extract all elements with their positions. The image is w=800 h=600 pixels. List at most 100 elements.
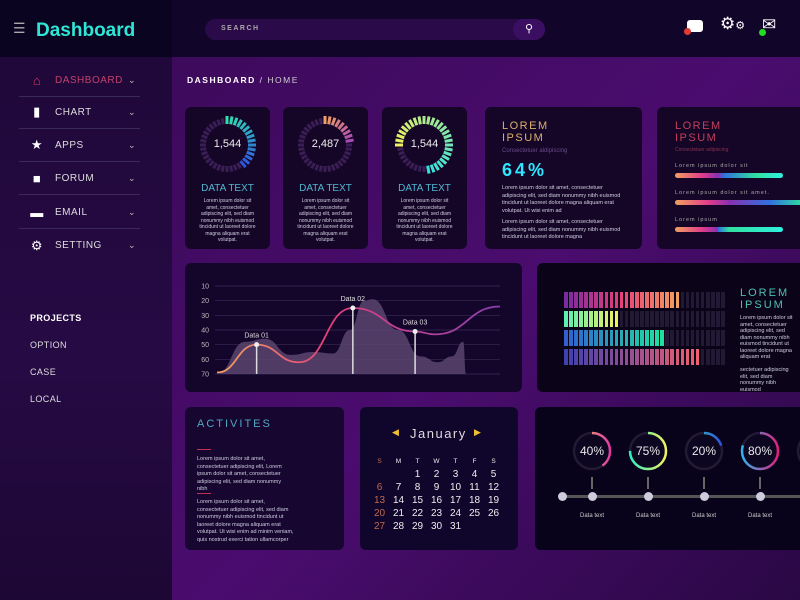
calendar-month: January [410,426,467,441]
sidebar-item-apps[interactable]: ★ APPS ⌄ [19,129,140,162]
hamburger-icon[interactable]: ☰ [13,20,26,36]
search-icon[interactable]: ⚲ [513,19,545,40]
bar-segment [609,311,614,327]
bar-segment [634,311,639,327]
calendar-day[interactable]: 19 [487,495,500,506]
bar-segment [680,349,685,365]
sidebar-item-dashboard[interactable]: ⌂ DASHBOARD ⌄ [19,64,140,97]
breadcrumb-root[interactable]: DASHBOARD [187,75,256,85]
bar-segment [619,330,624,346]
calendar-day[interactable]: 4 [471,469,478,480]
calendar-day[interactable]: 24 [449,508,462,519]
bar-segment [700,311,705,327]
app-title: Dashboard [36,20,136,41]
ring-tick [345,138,354,143]
bar-segment [685,292,690,308]
ring-tick [229,116,234,125]
data-point[interactable] [412,328,418,334]
calendar-day[interactable]: 15 [411,495,424,506]
calendar-day[interactable]: 10 [449,482,462,493]
sidebar-item-setting[interactable]: ⚙ SETTING ⌄ [19,229,140,262]
chat-icon[interactable] [684,20,703,35]
calendar-day[interactable]: 17 [449,495,462,506]
search-input[interactable]: SEARCH ⚲ [205,19,545,40]
calendar-day[interactable]: 11 [469,482,480,493]
calendar-day[interactable]: 7 [395,482,402,493]
calendar-day[interactable]: 28 [392,521,405,532]
chevron-down-icon[interactable]: ⌄ [127,139,136,150]
chevron-down-icon[interactable]: ⌄ [127,74,136,85]
progress-bar [675,173,783,178]
calendar-day[interactable]: 6 [376,482,383,493]
bar-segment [711,311,715,327]
bar-segment [670,349,675,365]
prev-month-icon[interactable]: ◀ [392,427,399,437]
calendar-day[interactable]: 5 [490,469,497,480]
star-icon: ★ [30,137,44,152]
calendar-day[interactable]: 8 [414,482,421,493]
ring-tick [310,120,316,128]
gauge-caption: Data text [579,513,604,519]
project-link-option[interactable]: OPTION [30,340,67,350]
bar-segment [670,311,675,327]
top-bar: SEARCH ⚲ ⚙⚙ ✉ [172,0,800,57]
next-month-icon[interactable]: ▶ [474,427,481,437]
ring-tick [399,154,407,160]
sidebar-item-forum[interactable]: ■ FORUM ⌄ [19,162,140,195]
timeline-dot[interactable] [699,492,709,501]
bar-segment [599,330,604,346]
stat-title: DATA TEXT [398,183,451,194]
gear-icon[interactable]: ⚙⚙ [720,14,746,33]
calendar-day[interactable]: 16 [430,495,443,506]
calendar-day[interactable]: 25 [468,508,481,519]
data-point[interactable] [350,305,356,311]
ring-tick [216,119,222,126]
calendar-day[interactable]: 31 [449,521,462,532]
ring-tick [409,162,415,170]
project-link-case[interactable]: CASE [30,367,57,377]
calendar-day[interactable]: 2 [433,469,440,480]
calendar-day[interactable]: 3 [452,469,459,480]
bar-segment [675,311,680,327]
timeline-dot[interactable] [755,492,765,501]
ring-tick [318,118,323,125]
calendar-day[interactable]: 29 [411,521,424,532]
mail-icon[interactable]: ✉ [759,15,776,36]
calendar-day[interactable]: 27 [373,521,386,532]
chevron-down-icon[interactable]: ⌄ [127,106,136,117]
sidebar-item-chart[interactable]: ▮ CHART ⌄ [19,96,140,129]
timeline-dot[interactable] [587,492,597,501]
ring-tick [417,165,422,172]
chevron-down-icon[interactable]: ⌄ [127,240,136,250]
ring-tick [344,133,353,140]
bar-segment [599,292,604,308]
ring-tick [247,138,256,143]
radial-gauge [200,116,256,172]
ring-tick [232,164,238,171]
calendar-day[interactable]: 21 [392,508,405,519]
calendar-day[interactable]: 30 [430,521,443,532]
calendar-day[interactable]: 26 [487,508,500,519]
calendar-day[interactable]: 13 [373,495,386,506]
radial-gauge [298,116,354,172]
y-tick-label: 10 [201,284,209,291]
calendar-day[interactable]: 18 [468,495,481,506]
calendar-day[interactable]: 22 [411,508,424,519]
calendar-day[interactable]: 14 [392,495,405,506]
calendar-day[interactable]: 23 [430,508,443,519]
data-point[interactable] [254,342,260,348]
calendar-day[interactable]: 20 [373,508,386,519]
sidebar-item-email[interactable]: ▬ EMAIL ⌄ [19,196,140,229]
stat-title: DATA TEXT [299,183,352,194]
ring-tick [200,138,207,143]
chevron-down-icon[interactable]: ⌄ [127,206,136,217]
bar-segment [705,311,710,327]
calendar-day[interactable]: 12 [487,482,500,493]
bar-segment [660,330,664,346]
calendar-day[interactable]: 1 [414,469,421,480]
bar-segment [700,349,705,365]
timeline-dot[interactable] [643,492,653,501]
project-link-local[interactable]: LOCAL [30,394,62,404]
calendar-day[interactable]: 9 [433,482,440,493]
chevron-down-icon[interactable]: ⌄ [127,172,136,183]
